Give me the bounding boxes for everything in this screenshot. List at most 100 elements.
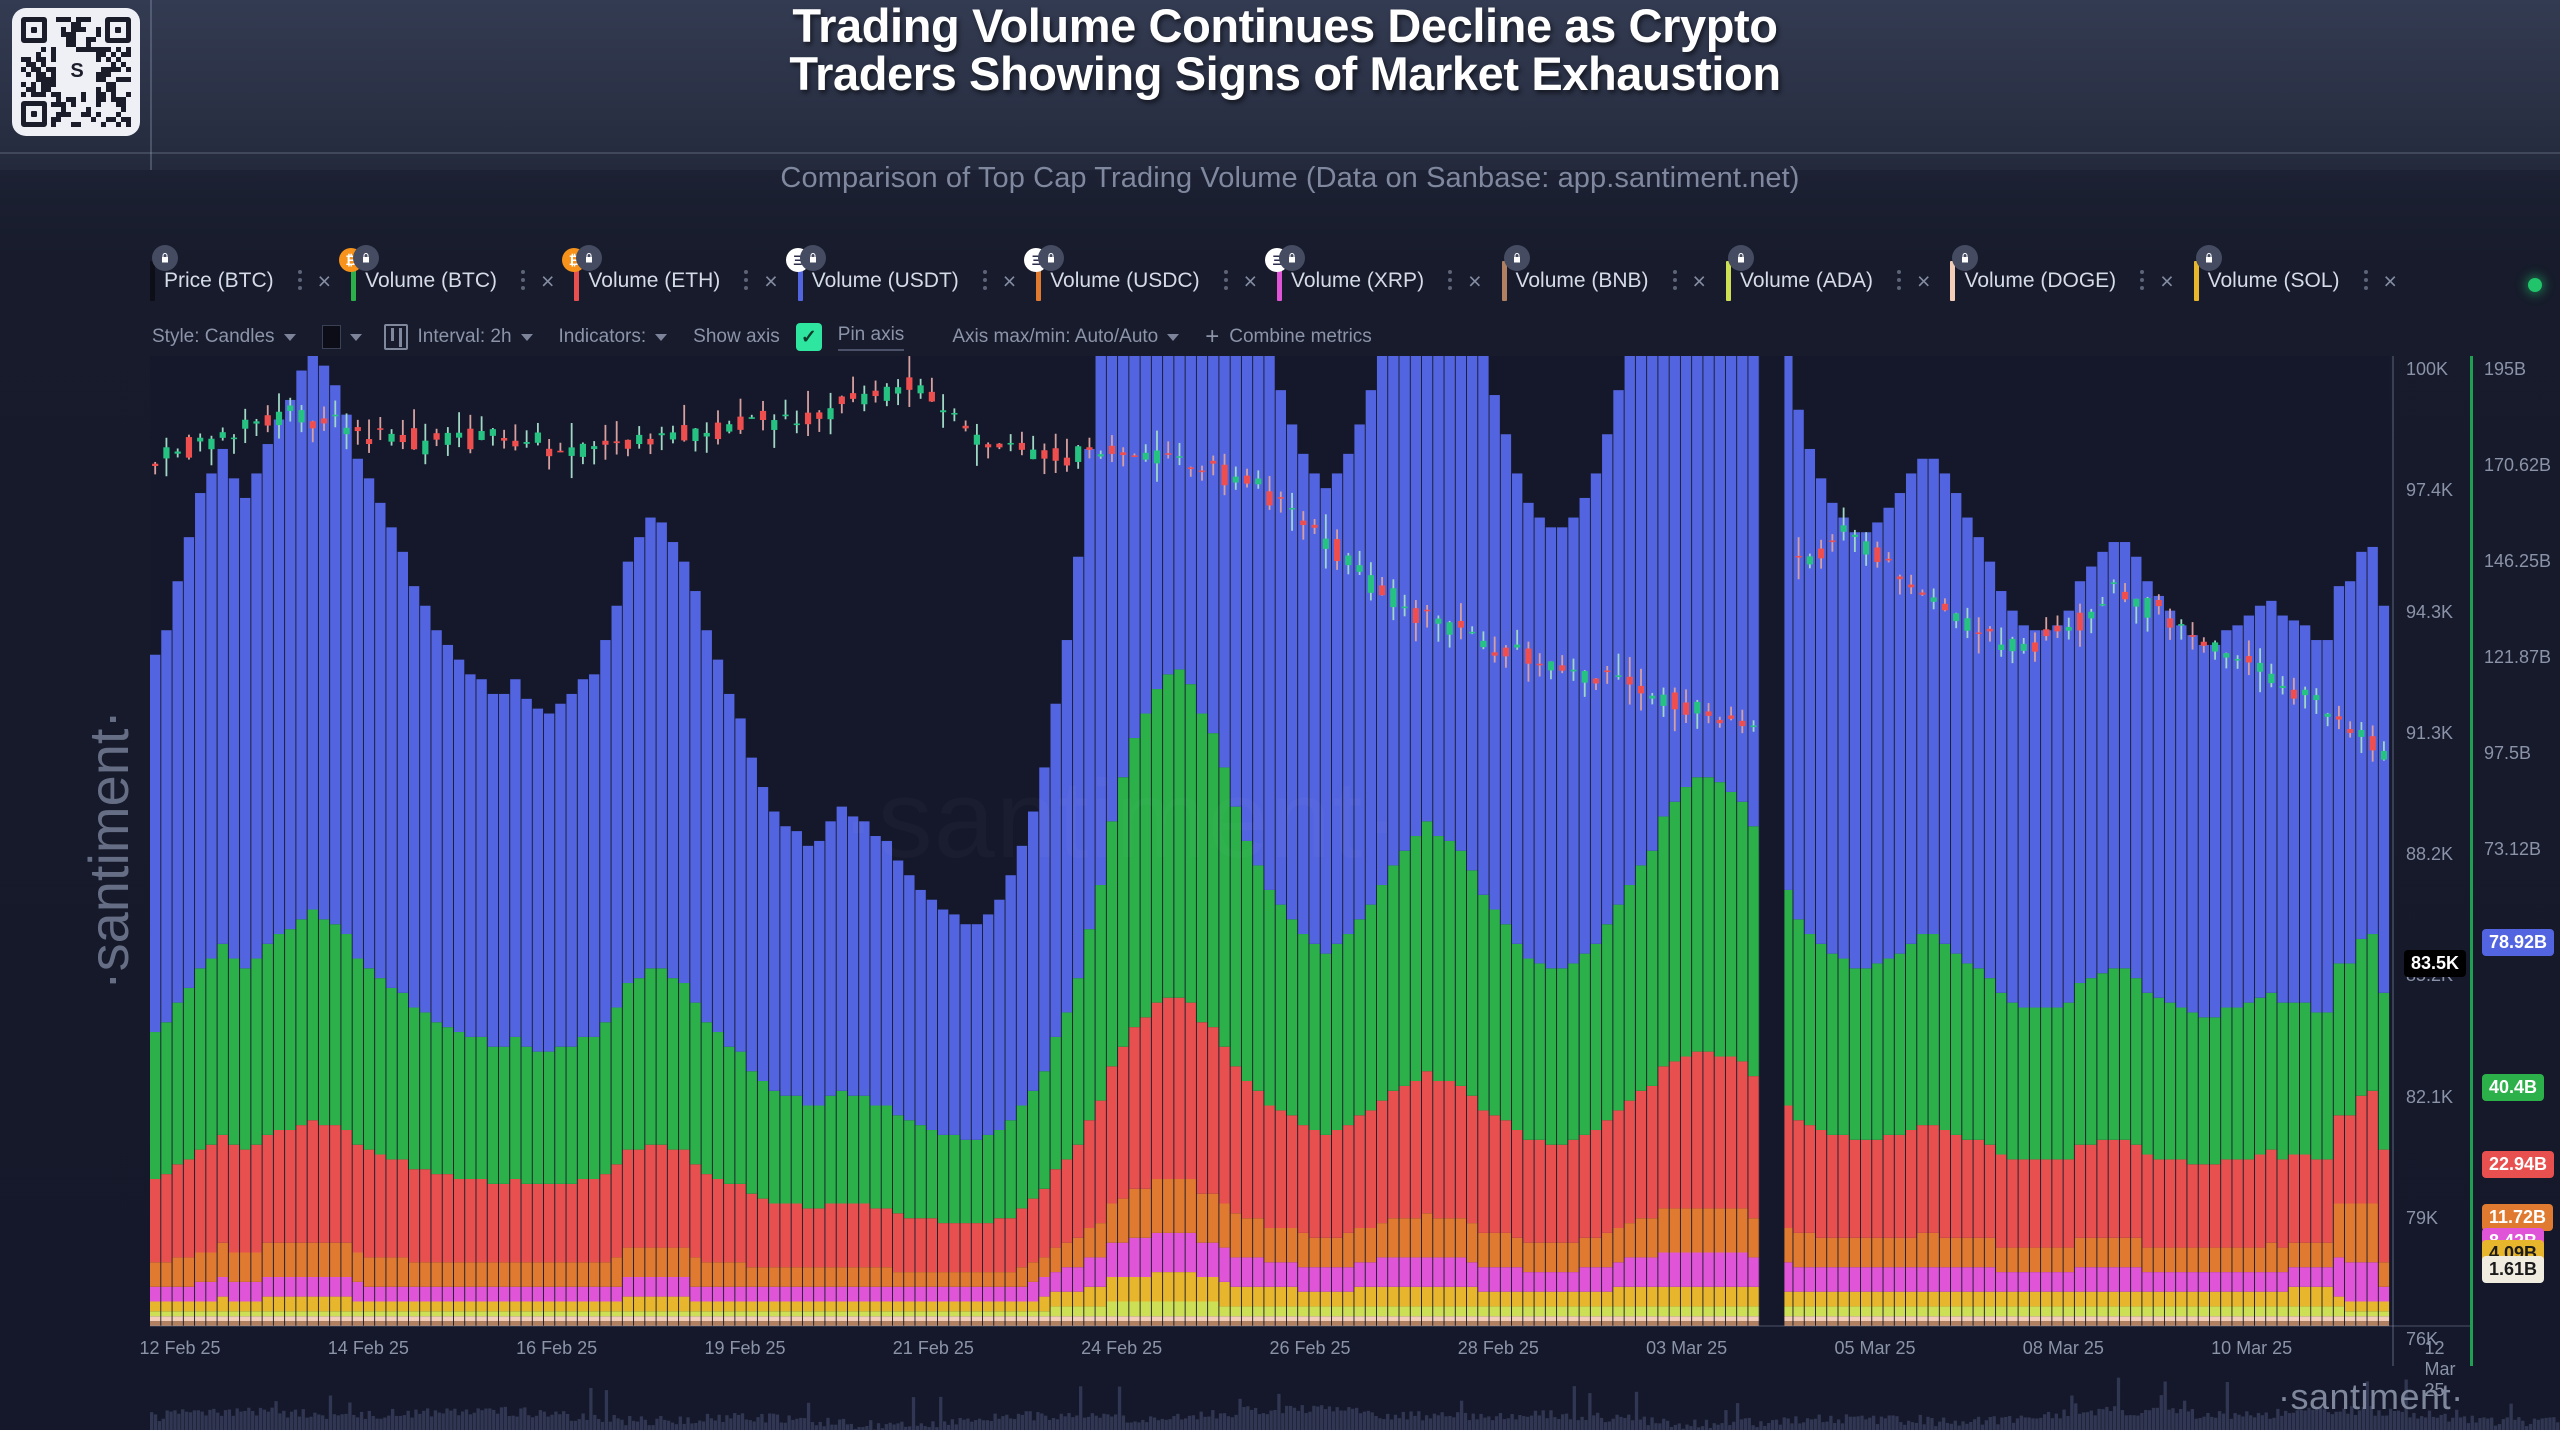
candle-body [1446,622,1453,635]
volume-bar [915,1125,926,1219]
metric-options-menu-icon[interactable] [744,270,749,292]
chart-canvas[interactable]: ·santiment· [150,356,2390,1326]
metric-options-menu-icon[interactable] [1672,270,1677,292]
lock-icon[interactable] [799,245,826,271]
metric-chip-volume-sol[interactable]: Volume (SOL) × [2193,245,2417,310]
navigator-bar [1747,1417,1751,1430]
metric-remove-icon[interactable]: × [1692,267,1706,294]
navigator-minimap[interactable] [150,1368,2560,1430]
volume-bar [206,1281,217,1302]
interval-selector[interactable]: Interval: 2h [383,324,533,350]
metric-remove-icon[interactable]: × [1917,267,1931,294]
navigator-bar [1770,1420,1775,1430]
metric-remove-icon[interactable]: × [1243,267,1258,294]
lock-icon[interactable] [353,245,380,271]
volume-bar [195,1252,206,1282]
volume-axis[interactable]: 195B170.62B146.25B121.87B97.5B73.12B48.7… [2470,356,2560,1366]
chart-plot-area[interactable]: ·santiment· [150,356,2390,1326]
volume-bar [1973,1139,1984,1238]
volume-bar [217,448,228,944]
navigator-bar [367,1410,371,1430]
volume-bar [2007,1247,2018,1273]
volume-bar [1365,1306,1377,1317]
metric-remove-icon[interactable]: × [2160,267,2174,294]
navigator-bar [581,1413,585,1430]
metric-remove-icon[interactable]: × [2383,267,2397,294]
volume-bar [1331,1130,1343,1238]
metric-chip-volume-eth[interactable]: ₿ Volume (ETH) × [562,245,797,310]
pin-axis-toggle[interactable]: Pin axis [837,324,905,351]
metric-options-menu-icon[interactable] [520,270,525,292]
lock-icon[interactable] [576,245,603,271]
lock-icon[interactable] [1279,245,1306,271]
metric-chip-volume-ada[interactable]: Volume (ADA) × [1725,245,1950,310]
chart-toolbar[interactable]: Style: Candles Interval: 2h Indicators: … [152,320,1398,354]
metric-chip-volume-doge[interactable]: Volume (DOGE) × [1950,245,2193,310]
price-axis[interactable]: 100K97.4K94.3K91.3K88.2K85.2K82.1K79K76K… [2392,356,2470,1366]
volume-bar [1106,1203,1118,1243]
candle-body [2211,642,2219,652]
metric-remove-icon[interactable]: × [764,267,778,294]
show-axis-toggle[interactable]: Show axis ✓ [693,323,838,351]
navigator-bar [1899,1422,1903,1430]
metric-chip-volume-bnb[interactable]: Volume (BNB) × [1501,245,1726,310]
metric-options-menu-icon[interactable] [1448,270,1453,292]
volume-bar [802,1311,814,1317]
style-selector[interactable]: Style: Candles [152,326,296,348]
metric-options-menu-icon[interactable] [2140,270,2145,292]
metric-options-menu-icon[interactable] [297,270,302,292]
metric-options-menu-icon[interactable] [1223,270,1228,292]
volume-bar [701,1316,712,1322]
volume-bar [2086,1144,2097,1238]
lock-icon[interactable] [2195,245,2222,271]
metric-chip-volume-btc[interactable]: ₿ Volume (BTC) × [339,245,574,310]
navigator-bar [379,1418,383,1430]
volume-bar [2344,1203,2356,1263]
volume-bar [262,1277,273,1297]
volume-bar [510,1036,521,1180]
metric-remove-icon[interactable]: × [1002,267,1017,294]
lock-icon[interactable] [1727,245,1754,271]
qr-module [51,67,56,72]
show-axis-checkbox[interactable]: ✓ [795,323,822,351]
qr-module [76,47,81,52]
navigator-bar [1055,1419,1059,1430]
volume-bar [2007,1002,2018,1160]
metric-remove-icon[interactable]: × [540,267,555,294]
volume-bar [634,1247,645,1277]
metric-remove-icon[interactable]: × [1468,267,1482,294]
metric-options-menu-icon[interactable] [1897,270,1902,292]
axis-minmax-selector[interactable]: Axis max/min: Auto/Auto [952,326,1180,348]
volume-bar [1365,1286,1377,1307]
metric-chip-volume-xrp[interactable]: Ξ Volume (XRP) × [1265,245,1501,310]
candle-body [1412,608,1419,623]
lock-icon[interactable] [1952,245,1979,271]
metric-options-menu-icon[interactable] [2363,270,2368,292]
chart-navigator[interactable] [150,1368,2560,1430]
x-axis[interactable]: 12 Feb 25 14 Feb 25 16 Feb 25 19 Feb 25 21 F… [139,1330,2460,1400]
volume-bar [408,1262,420,1287]
metric-remove-icon[interactable]: × [317,267,332,294]
navigator-bar [1331,1411,1335,1430]
indicators-selector[interactable]: Indicators: [559,326,668,348]
volume-bar [161,630,172,1023]
metric-chip-row[interactable]: Price (BTC) × ₿ Volume (BTC) × ₿ Volume (ETH) ×… [150,245,2417,310]
volume-bar [330,1125,341,1243]
combine-metrics-button[interactable]: + Combine metrics [1205,323,1372,351]
volume-bar [1399,1286,1410,1307]
santiment-qr-code[interactable]: S [12,8,140,136]
metric-chip-price-btc[interactable]: Price (BTC) × [150,245,351,310]
metric-chip-volume-usdt[interactable]: Ξ Volume (USDT) × [785,245,1036,310]
qr-module [121,117,126,122]
volume-bar [769,1301,780,1312]
metric-chip-volume-usdc[interactable]: Ξ Volume (USDC) × [1024,245,1277,310]
volume-bar [937,909,949,1135]
color-selector[interactable] [321,325,362,349]
lock-icon[interactable] [152,245,178,271]
volume-bar [1714,1286,1725,1307]
navigator-bar [223,1410,228,1430]
lock-icon[interactable] [1038,245,1065,271]
lock-icon[interactable] [1503,245,1530,271]
metric-options-menu-icon[interactable] [982,270,987,292]
